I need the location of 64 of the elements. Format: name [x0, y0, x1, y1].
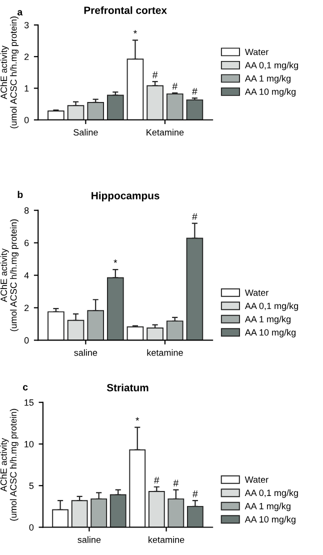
legend-label: Water [244, 290, 268, 296]
legend-label: AA 0,1 mg/kg [244, 489, 298, 498]
legend-label: AA 1 mg/kg [244, 75, 290, 84]
data-label: # [192, 88, 198, 95]
bar [148, 490, 165, 528]
y-axis-title: AChE activity (umol ACSC h/h.mg protein) [0, 408, 18, 521]
text: c [22, 385, 28, 390]
bar [146, 85, 164, 120]
legend-label: Water [244, 476, 268, 483]
bar [48, 311, 64, 340]
data-label: # [154, 476, 160, 484]
bar [166, 93, 184, 120]
legend-label: AA 10 mg/kg [244, 328, 296, 338]
data-label: * [134, 30, 137, 34]
legend-label: AA 1 mg/kg [244, 316, 290, 324]
data-label: # [172, 82, 178, 90]
y-tick-label: 0 [24, 337, 29, 344]
data-label: # [192, 213, 198, 220]
data-label: * [114, 260, 118, 263]
bar [186, 99, 204, 120]
x-tick-label: Ketamine [146, 128, 184, 136]
chart-title: Hippocampus [92, 192, 160, 202]
legend-label: AA 10 mg/kg [244, 516, 296, 524]
legend-label: AA 10 mg/kg [244, 88, 296, 97]
bar [48, 110, 64, 120]
text: b [18, 190, 23, 198]
bar [107, 94, 124, 120]
y-tick-label: 4 [24, 272, 29, 279]
legend-label: AA 0,1 mg/kg [244, 62, 298, 70]
x-tick-label: saline [74, 349, 98, 356]
text: a [17, 10, 23, 16]
bar [166, 320, 184, 340]
legend-label: AA 0,1 mg/kg [244, 302, 298, 311]
bar [67, 105, 84, 120]
bar [71, 500, 88, 528]
y-tick-label: 2 [24, 304, 29, 312]
data-label: * [136, 417, 140, 421]
bar [146, 328, 164, 340]
y-tick-label: 0 [29, 524, 34, 531]
y-tick-label: 2 [24, 54, 29, 60]
x-tick-label: ketamine [147, 349, 183, 356]
y-tick-label: 6 [24, 240, 29, 246]
y-tick-label: 0 [24, 116, 29, 124]
legend-label: Water [244, 48, 268, 56]
bar [110, 494, 126, 528]
y-tick-label: 10 [24, 440, 34, 448]
x-tick-label: Saline [74, 128, 98, 136]
data-label: # [192, 490, 198, 498]
x-tick-label: ketamine [148, 536, 184, 543]
y-tick-label: 15 [24, 399, 34, 406]
legend-label: AA 1 mg/kg [244, 502, 290, 512]
y-tick-label: 8 [24, 207, 29, 214]
chart-title: Prefrontal cortex [84, 6, 167, 14]
y-tick-label: 5 [29, 482, 34, 489]
y-tick-label: 3 [24, 22, 29, 28]
data-label: # [173, 480, 179, 486]
data-label: # [152, 72, 158, 78]
bar [87, 102, 104, 120]
chart-title: Striatum [106, 384, 148, 392]
y-axis-title: AChE activity (umol ACSC h/h.mg protein) [0, 16, 19, 128]
y-axis-title: AChE activity (umol ACSC h/h.mg protein) [0, 219, 19, 332]
x-tick-label: saline [78, 536, 101, 543]
y-tick-label: 1 [24, 85, 29, 92]
bar [126, 326, 144, 340]
